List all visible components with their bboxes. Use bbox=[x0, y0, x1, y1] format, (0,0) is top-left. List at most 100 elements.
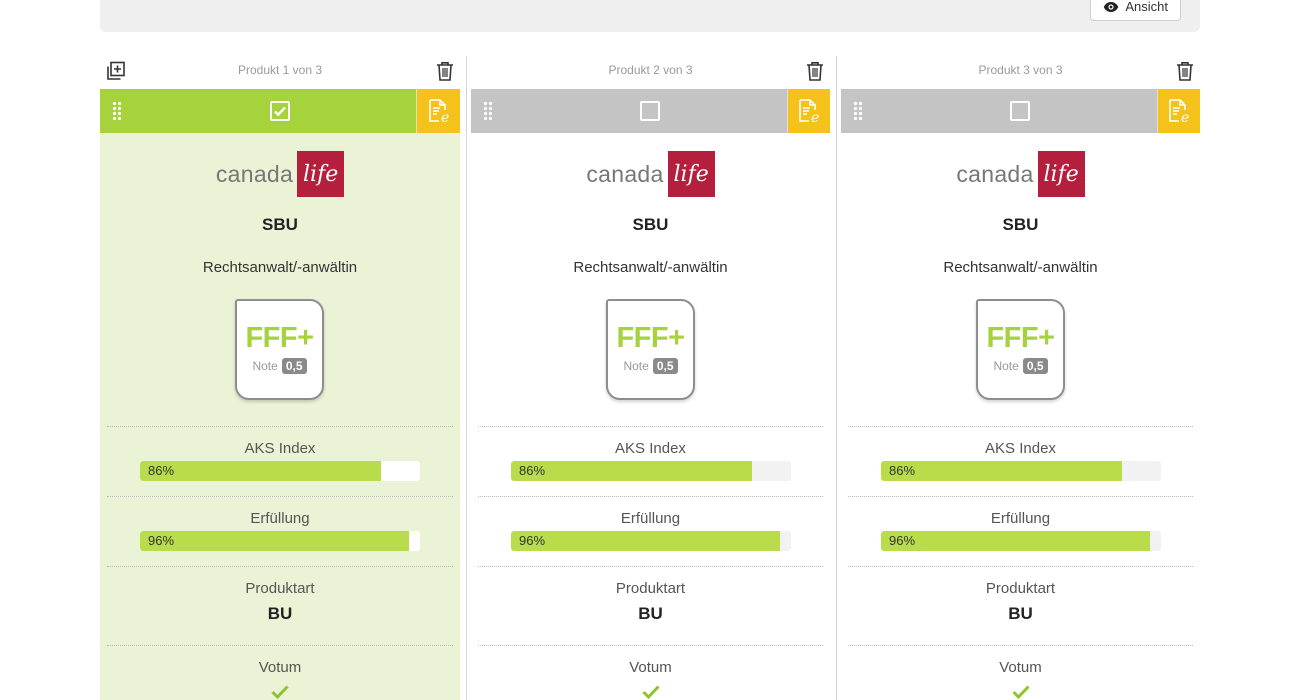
note-value: 0,5 bbox=[281, 358, 307, 374]
select-checkbox[interactable] bbox=[270, 101, 290, 121]
svg-text:e: e bbox=[1181, 110, 1189, 124]
svg-text:e: e bbox=[441, 110, 449, 124]
checkmark-icon bbox=[271, 685, 289, 699]
note-row: Note 0,5 bbox=[608, 358, 693, 374]
logo-box: life bbox=[1037, 151, 1085, 197]
votum-label: Votum bbox=[629, 659, 672, 676]
aks-label: AKS Index bbox=[615, 440, 686, 457]
product-type-label: Produktart bbox=[985, 580, 1056, 597]
product-type-value: BU bbox=[267, 604, 293, 623]
fulfillment-bar: 96% bbox=[140, 531, 420, 551]
trash-icon[interactable] bbox=[436, 61, 454, 81]
votum-label: Votum bbox=[258, 659, 302, 676]
product-name: SBU bbox=[632, 215, 669, 234]
divider bbox=[478, 496, 823, 497]
product-count: Produkt 1 von 3 bbox=[237, 63, 323, 77]
product-count: Produkt 2 von 3 bbox=[608, 63, 693, 77]
divider bbox=[848, 566, 1193, 567]
column-body: canada life SBU Rechtsanwalt/-anwältin F… bbox=[471, 133, 830, 700]
occupation: Rechtsanwalt/-anwältin bbox=[943, 259, 1098, 276]
drag-handle-icon[interactable] bbox=[853, 101, 863, 121]
logo-box: life bbox=[667, 151, 715, 197]
product-type-label: Produktart bbox=[615, 580, 686, 597]
insurer-logo: canada life bbox=[100, 151, 460, 197]
fulfillment-percent: 96% bbox=[148, 533, 175, 548]
aks-label: AKS Index bbox=[244, 440, 316, 457]
checkmark-icon bbox=[1011, 685, 1030, 699]
column-header: Produkt 3 von 3 bbox=[841, 56, 1200, 89]
fulfillment-bar-fill bbox=[881, 531, 1150, 551]
trash-icon[interactable] bbox=[806, 61, 824, 81]
aks-percent: 86% bbox=[148, 463, 175, 478]
aks-label: AKS Index bbox=[985, 440, 1056, 457]
select-checkbox[interactable] bbox=[640, 101, 660, 121]
divider bbox=[848, 645, 1193, 646]
product-count: Produkt 3 von 3 bbox=[978, 63, 1063, 77]
aks-bar: 86% bbox=[881, 461, 1161, 481]
logo-word: canada bbox=[215, 160, 294, 187]
aks-bar: 86% bbox=[140, 461, 420, 481]
product-type-value: BU bbox=[638, 604, 663, 623]
rating-badge: FFF+ Note 0,5 bbox=[976, 299, 1065, 400]
rating-value: FFF+ bbox=[986, 322, 1055, 354]
edit-document-button[interactable]: e bbox=[416, 89, 460, 133]
divider bbox=[478, 426, 823, 427]
drag-handle-icon[interactable] bbox=[112, 101, 122, 121]
fulfillment-bar-fill bbox=[511, 531, 780, 551]
note-label: Note bbox=[993, 359, 1019, 373]
aks-bar-fill bbox=[511, 461, 752, 481]
view-button[interactable]: Ansicht bbox=[1090, 0, 1181, 21]
edit-document-button[interactable]: e bbox=[1157, 89, 1200, 133]
fulfillment-percent: 96% bbox=[889, 533, 916, 548]
select-checkbox[interactable] bbox=[1010, 101, 1030, 121]
divider bbox=[107, 426, 453, 427]
logo-word: canada bbox=[586, 160, 664, 187]
product-type-value: BU bbox=[1008, 604, 1033, 623]
trash-icon[interactable] bbox=[1176, 61, 1194, 81]
drag-handle-icon[interactable] bbox=[483, 101, 493, 121]
product-name: SBU bbox=[262, 215, 298, 234]
column-header: Produkt 1 von 3 bbox=[100, 56, 460, 89]
fulfillment-percent: 96% bbox=[519, 533, 546, 548]
checkmark-icon bbox=[641, 685, 660, 699]
divider bbox=[107, 566, 453, 567]
aks-bar-fill bbox=[140, 461, 381, 481]
product-column-3: Produkt 3 von 3 e canada life SBU Rechts… bbox=[841, 56, 1200, 700]
fulfillment-label: Erfüllung bbox=[620, 510, 681, 527]
note-label: Note bbox=[252, 359, 278, 373]
view-button-label: Ansicht bbox=[1125, 0, 1168, 14]
insurer-logo: canada life bbox=[841, 151, 1200, 197]
edit-document-icon: e bbox=[1169, 99, 1189, 124]
eye-icon bbox=[1104, 1, 1119, 12]
edit-document-icon: e bbox=[799, 99, 819, 124]
product-column-2: Produkt 2 von 3 e canada life SBU Rechts… bbox=[471, 56, 830, 700]
column-select-bar: e bbox=[841, 89, 1200, 133]
checkmark-icon bbox=[274, 106, 286, 117]
logo-box: life bbox=[297, 151, 345, 197]
edit-document-icon: e bbox=[428, 99, 449, 124]
votum-label: Votum bbox=[999, 659, 1042, 676]
note-row: Note 0,5 bbox=[978, 358, 1063, 374]
column-body: canada life SBU Rechtsanwalt/-anwältin F… bbox=[841, 133, 1200, 700]
add-copy-icon[interactable] bbox=[106, 61, 126, 81]
insurer-logo: canada life bbox=[471, 151, 830, 197]
column-select-bar: e bbox=[100, 89, 460, 133]
rating-value: FFF+ bbox=[616, 322, 685, 354]
svg-text:e: e bbox=[811, 110, 819, 124]
product-name: SBU bbox=[1002, 215, 1039, 234]
aks-bar: 86% bbox=[511, 461, 791, 481]
fulfillment-label: Erfüllung bbox=[250, 510, 310, 527]
occupation: Rechtsanwalt/-anwältin bbox=[573, 259, 728, 276]
edit-document-button[interactable]: e bbox=[787, 89, 830, 133]
note-label: Note bbox=[623, 359, 649, 373]
divider bbox=[478, 645, 823, 646]
divider bbox=[848, 426, 1193, 427]
occupation: Rechtsanwalt/-anwältin bbox=[202, 259, 358, 276]
votum-value bbox=[471, 685, 830, 699]
product-column-1: Produkt 1 von 3 e canada life SBU Rechts… bbox=[100, 56, 460, 700]
note-value: 0,5 bbox=[652, 358, 678, 374]
divider bbox=[107, 496, 453, 497]
rating-badge: FFF+ Note 0,5 bbox=[606, 299, 695, 400]
column-select-bar: e bbox=[471, 89, 830, 133]
rating-value: FFF+ bbox=[245, 322, 314, 354]
